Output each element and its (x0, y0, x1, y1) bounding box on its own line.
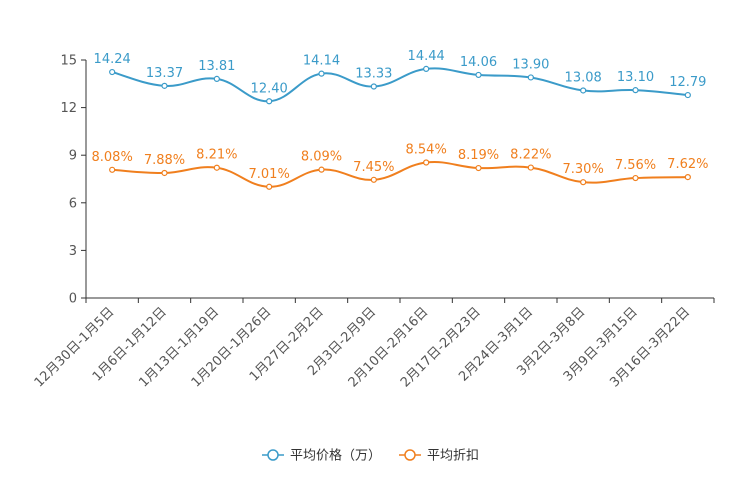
data-point (632, 87, 639, 94)
data-label: 12.40 (251, 81, 288, 96)
data-point (318, 166, 325, 173)
data-label: 7.01% (249, 167, 290, 182)
data-label: 8.21% (196, 148, 237, 163)
y-tick-label: 0 (69, 292, 77, 307)
data-point (527, 164, 534, 171)
data-label: 7.56% (615, 158, 656, 173)
series-line (112, 161, 688, 188)
data-label: 14.44 (408, 49, 445, 64)
data-point (475, 164, 482, 172)
legend-marker (267, 449, 279, 461)
data-label: 13.10 (617, 70, 654, 85)
y-tick-label: 3 (69, 244, 77, 259)
data-point (632, 174, 639, 182)
y-tick-label: 9 (69, 149, 77, 164)
data-point (527, 74, 534, 81)
data-point (684, 173, 691, 181)
data-label: 13.33 (355, 66, 392, 81)
data-label: 14.14 (303, 54, 340, 69)
data-point (370, 83, 377, 90)
legend-label: 平均折扣 (427, 449, 479, 464)
data-point (109, 68, 116, 76)
series-2: 8.08% 7.88% 8.21% 7.01% 8.09% 7.45% 8.54% 8.19%… (92, 142, 708, 190)
data-label: 8.09% (301, 150, 342, 165)
data-point (684, 91, 691, 99)
data-label: 14.24 (94, 52, 131, 67)
data-label: 13.08 (565, 70, 602, 85)
data-label: 7.88% (144, 153, 185, 168)
y-tick-label: 6 (69, 196, 77, 211)
data-label: 8.54% (406, 142, 447, 157)
chart-axes: 0369121512月30日-1月5日1月6日-1月12日1月13日-1月19日… (32, 54, 715, 390)
data-point (318, 70, 325, 77)
data-point (109, 166, 116, 173)
legend-label: 平均价格（万） (290, 448, 381, 464)
data-label: 14.06 (460, 55, 497, 70)
legend-marker (404, 449, 416, 461)
data-label: 7.45% (353, 160, 394, 175)
chart-legend[interactable]: 平均价格（万） 平均折扣 (262, 448, 479, 464)
data-label: 13.81 (198, 59, 235, 74)
data-point (266, 183, 273, 190)
data-point (266, 98, 273, 105)
data-label: 8.19% (458, 148, 499, 163)
data-point (161, 82, 168, 89)
data-label: 7.62% (667, 157, 708, 172)
data-point (161, 169, 168, 177)
series-layer: 14.24 13.37 13.81 12.40 14.14 13.33 14.44 14.06… (92, 49, 708, 190)
data-point (213, 75, 220, 82)
data-point (213, 164, 220, 171)
data-label: 7.30% (563, 162, 604, 177)
y-tick-label: 15 (60, 54, 77, 69)
data-label: 13.37 (146, 66, 183, 81)
data-point (475, 71, 482, 79)
data-point (370, 176, 377, 183)
data-point (423, 65, 430, 72)
data-label: 13.90 (512, 57, 549, 72)
series-1: 14.24 13.37 13.81 12.40 14.14 13.33 14.44 14.06… (94, 49, 706, 105)
data-point (580, 179, 587, 186)
data-label: 8.08% (92, 150, 133, 165)
data-label: 12.79 (669, 75, 706, 90)
data-point (580, 87, 587, 94)
data-label: 8.22% (510, 148, 551, 163)
y-tick-label: 12 (60, 101, 77, 116)
data-point (423, 159, 430, 166)
legend-item-1[interactable]: 平均价格（万） (262, 448, 381, 464)
legend-item-2[interactable]: 平均折扣 (399, 449, 479, 464)
